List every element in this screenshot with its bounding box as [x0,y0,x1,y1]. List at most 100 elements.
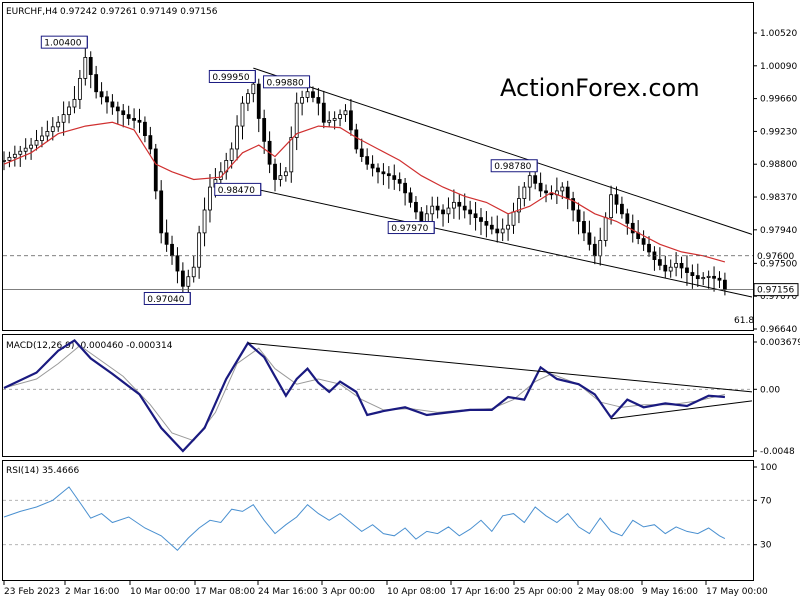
candle-body [121,110,126,116]
candle-body [701,277,706,280]
candle-body [137,119,142,123]
candle-body [479,217,483,222]
candle-body [495,228,500,234]
fib-label: 61.8 [734,316,754,326]
candle-body [609,194,613,219]
candle-body [365,156,370,165]
candle-body [105,96,109,103]
macd-trendline [611,400,753,420]
price-trendline [253,67,753,235]
rsi-title: RSI(14) 35.4666 [6,466,79,476]
candle-body [18,150,23,155]
candle-body [115,106,120,112]
candle-body [56,121,61,128]
candle-body [657,259,662,266]
candle-body [381,171,386,175]
candle-body [170,243,174,257]
macd-y-tick-label: 0.003679 [760,338,800,348]
candle-body [468,209,473,215]
x-axis: 23 Feb 2023 2 Mar 16:00 10 Mar 00:00 17 Mar… [3,581,768,597]
candle-body [441,209,445,215]
candle-body [446,207,451,215]
level-label-text: 0.99880 [267,78,304,88]
candle-body [229,148,234,161]
candle-body [576,209,581,222]
rsi-panel-frame [2,460,754,581]
candle-body [571,198,576,211]
level-label-text: 1.00400 [44,39,81,49]
candle-body [289,137,294,173]
candle-body [61,114,66,123]
candle-body [202,209,207,234]
candle-body [72,98,77,108]
x-tick-label: 3 Apr 00:00 [322,587,375,597]
rsi-line [3,486,726,552]
candle-body [273,163,277,180]
candle-body [338,114,342,119]
candle-body [679,262,684,269]
candle-body [690,272,695,276]
price-y-tick-label: 0.97070 [760,292,797,302]
macd-y-axis: 0.003679 0.00 -0.0048 [753,338,800,457]
candle-body [197,232,202,268]
price-y-tick-label: 0.99230 [760,127,797,137]
level-label-text: 0.97040 [147,295,184,305]
level-label-text: 0.97970 [391,224,428,234]
rsi-y-tick-label: 30 [760,541,772,551]
macd-y-tick-label: -0.0048 [760,447,795,457]
candle-body [240,102,245,127]
candle-body [7,156,12,161]
candle-body [695,275,700,280]
candle-body [34,140,39,146]
symbol-header: EURCHF,H4 [6,7,58,17]
candle-body [256,83,261,119]
rsi-y-axis: 100 70 30 [753,463,777,551]
candle-body [143,121,147,137]
macd-signal-line [3,344,726,442]
candle-body [538,182,543,192]
candle-body [77,77,82,100]
candle-body [457,201,462,207]
candle-body [251,83,256,95]
candle-body [435,205,440,211]
rsi-series [3,486,753,552]
candle-body [462,205,467,211]
macd-series [3,338,753,453]
candle-body [674,262,679,268]
candle-body [208,186,212,211]
candle-body [587,232,592,245]
price-y-tick-label: 0.98370 [760,193,797,203]
candle-body [560,186,565,192]
candle-body [451,201,456,209]
x-tick-label: 9 May 16:00 [642,587,698,597]
candle-body [625,213,630,224]
candle-body [132,118,136,121]
candle-body [706,275,711,278]
candle-body [305,91,310,98]
moving-average-line [3,121,726,263]
candle-body [414,201,418,213]
candle-body [50,126,55,132]
candle-body [717,277,722,281]
candle-body [45,131,50,137]
macd-panel-frame [2,334,754,457]
macd-trendline [247,342,753,393]
current-price-box [753,283,799,297]
candle-body [500,228,505,234]
candle-body [278,175,283,180]
candle-body [511,211,516,226]
candle-body [316,97,321,104]
candle-body [332,118,337,121]
x-tick-label: 2 Mar 16:00 [65,587,120,597]
candle-body [430,205,435,215]
x-tick-label: 17 Apr 16:00 [451,587,510,597]
x-tick-label: 10 Apr 08:00 [387,587,446,597]
candle-body [630,222,635,234]
candle-body [311,91,315,98]
rsi-y-tick-label: 100 [760,463,777,473]
candle-body [647,243,651,253]
candle-body [386,173,391,177]
candle-body [164,232,169,245]
macd-title: MACD(12,26,9) -0.000460 -0.000314 [6,341,173,351]
price-trendline [253,188,753,298]
